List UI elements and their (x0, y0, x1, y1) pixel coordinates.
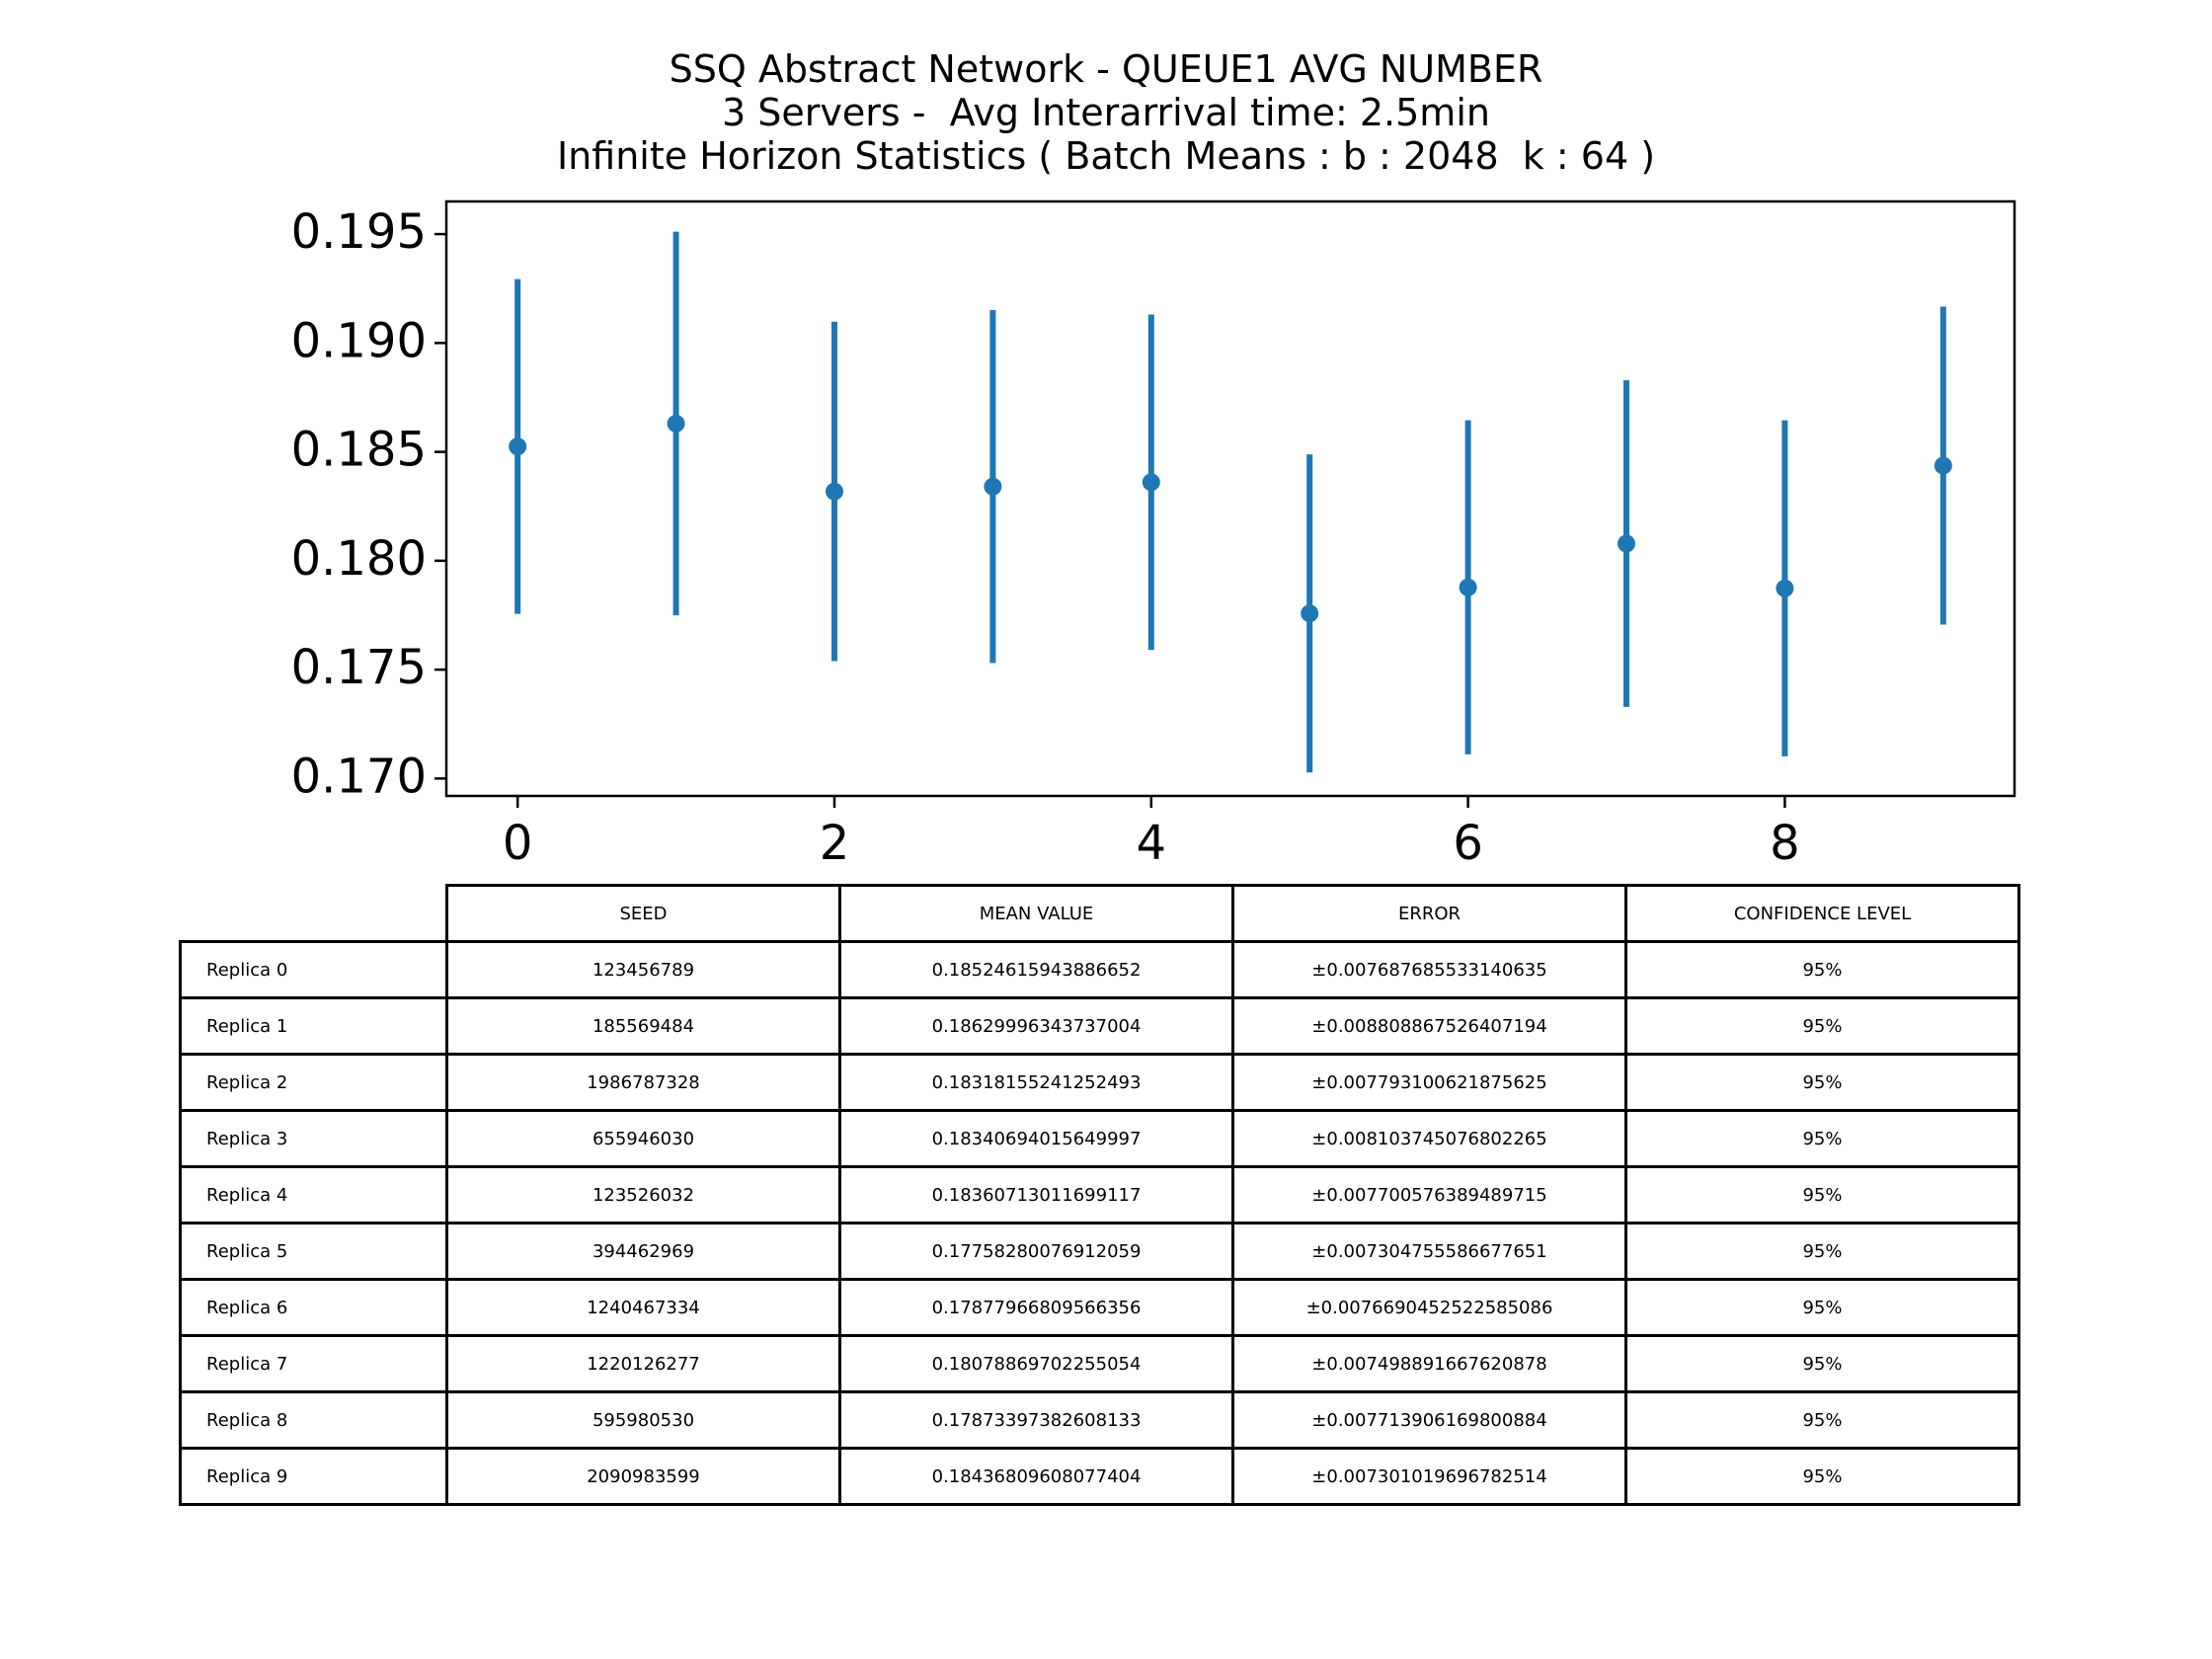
y-tick-label: 0.195 (291, 204, 427, 260)
row-label: Replica 2 (179, 1053, 448, 1112)
seed-cell: 394462969 (445, 1222, 841, 1281)
row-label: Replica 7 (179, 1334, 448, 1393)
confidence-level-cell: 95% (1624, 1334, 2020, 1393)
table-row: Replica 5 394462969 0.17758280076912059 ±0.… (179, 1222, 2020, 1281)
mean-point (1142, 473, 1160, 492)
mean-point (1459, 578, 1477, 596)
x-tick-label: 6 (1453, 816, 1483, 869)
mean-value-cell: 0.18340694015649997 (838, 1109, 1234, 1168)
mean-value-cell: 0.17758280076912059 (838, 1222, 1234, 1281)
error-cell: ±0.008103745076802265 (1231, 1109, 1627, 1168)
column-header-seed: SEED (445, 884, 841, 943)
x-tick-label: 2 (820, 816, 850, 869)
seed-cell: 655946030 (445, 1109, 841, 1168)
confidence-level-cell: 95% (1624, 940, 2020, 999)
seed-cell: 1220126277 (445, 1334, 841, 1393)
table-row: Replica 8 595980530 0.17873397382608133 ±0.… (179, 1390, 2020, 1450)
chart-title-line-2: 3 Servers - Avg Interarrival time: 2.5mi… (722, 91, 1490, 134)
mean-point (1618, 534, 1636, 553)
seed-cell: 1240467334 (445, 1278, 841, 1337)
mean-value-cell: 0.18436809608077404 (838, 1447, 1234, 1506)
error-cell: ±0.007498891667620878 (1231, 1334, 1627, 1393)
mean-value-cell: 0.18318155241252493 (838, 1053, 1234, 1112)
error-cell: ±0.008808867526407194 (1231, 996, 1627, 1056)
row-label: Replica 5 (179, 1222, 448, 1281)
y-tick-label: 0.170 (291, 749, 427, 804)
chart-title-line-1: SSQ Abstract Network - QUEUE1 AVG NUMBER (669, 47, 1543, 91)
mean-value-cell: 0.17877966809566356 (838, 1278, 1234, 1337)
confidence-level-cell: 95% (1624, 1222, 2020, 1281)
seed-cell: 185569484 (445, 996, 841, 1056)
error-cell: ±0.007304755586677651 (1231, 1222, 1627, 1281)
table-row: Replica 3 655946030 0.18340694015649997 ±0.… (179, 1109, 2020, 1168)
y-tick-label: 0.190 (291, 313, 427, 368)
confidence-level-cell: 95% (1624, 1447, 2020, 1506)
error-cell: ±0.007301019696782514 (1231, 1447, 1627, 1506)
row-label: Replica 4 (179, 1165, 448, 1224)
mean-point (667, 414, 685, 433)
y-tick-label: 0.175 (291, 640, 427, 695)
confidence-level-cell: 95% (1624, 1053, 2020, 1112)
y-tick-label: 0.185 (291, 423, 427, 478)
error-cell: ±0.007700576389489715 (1231, 1165, 1627, 1224)
x-tick-label: 8 (1770, 816, 1800, 869)
mean-point (1776, 579, 1794, 597)
mean-value-cell: 0.18360713011699117 (838, 1165, 1234, 1224)
column-header-mean-value: MEAN VALUE (838, 884, 1234, 943)
row-label: Replica 6 (179, 1278, 448, 1337)
statistics-table: SEED MEAN VALUE ERROR CONFIDENCE LEVEL R… (179, 884, 2020, 1506)
error-cell: ±0.007793100621875625 (1231, 1053, 1627, 1112)
mean-point (1934, 456, 1952, 475)
seed-cell: 595980530 (445, 1390, 841, 1450)
column-header-confidence-level: CONFIDENCE LEVEL (1624, 884, 2020, 943)
mean-value-cell: 0.18629996343737004 (838, 996, 1234, 1056)
mean-value-cell: 0.18078869702255054 (838, 1334, 1234, 1393)
table-row: Replica 4 123526032 0.18360713011699117 ±0.… (179, 1165, 2020, 1224)
table-header-row: SEED MEAN VALUE ERROR CONFIDENCE LEVEL (181, 884, 2020, 943)
table-corner-cell (181, 886, 447, 942)
row-label: Replica 0 (179, 940, 448, 999)
confidence-level-cell: 95% (1624, 1390, 2020, 1450)
mean-value-cell: 0.18524615943886652 (838, 940, 1234, 999)
table-row: Replica 0 123456789 0.18524615943886652 ±0.… (179, 940, 2020, 999)
mean-point (509, 437, 527, 456)
mean-value-cell: 0.17873397382608133 (838, 1390, 1234, 1450)
table-row: Replica 1 185569484 0.18629996343737004 ±0.… (179, 996, 2020, 1056)
seed-cell: 2090983599 (445, 1447, 841, 1506)
error-cell: ±0.007687685533140635 (1231, 940, 1627, 999)
table-row: Replica 9 2090983599 0.18436809608077404 ±0… (179, 1447, 2020, 1506)
mean-point (1301, 604, 1319, 623)
error-cell: ±0.007713906169800884 (1231, 1390, 1627, 1450)
x-tick-label: 0 (503, 816, 533, 869)
mean-point (825, 482, 843, 501)
row-label: Replica 1 (179, 996, 448, 1056)
column-header-error: ERROR (1231, 884, 1627, 943)
seed-cell: 1986787328 (445, 1053, 841, 1112)
errorbar-chart: 0.170 0.175 0.180 0.185 0.190 0.195 0 2 4 6 8 (291, 199, 2016, 869)
confidence-level-cell: 95% (1624, 1165, 2020, 1224)
row-label: Replica 3 (179, 1109, 448, 1168)
plot-frame (444, 199, 2016, 798)
seed-cell: 123526032 (445, 1165, 841, 1224)
confidence-level-cell: 95% (1624, 996, 2020, 1056)
mean-point (984, 477, 1002, 496)
table-row: Replica 7 1220126277 0.18078869702255054 ±0… (179, 1334, 2020, 1393)
row-label: Replica 9 (179, 1447, 448, 1506)
confidence-level-cell: 95% (1624, 1109, 2020, 1168)
error-cell: ±0.0076690452522585086 (1231, 1278, 1627, 1337)
table-row: Replica 2 1986787328 0.18318155241252493 ±0… (179, 1053, 2020, 1112)
x-tick-label: 4 (1137, 816, 1167, 869)
table-body: Replica 0 123456789 0.18524615943886652 ±0.… (179, 940, 2020, 1506)
table-row: Replica 6 1240467334 0.17877966809566356 ±0… (179, 1278, 2020, 1337)
chart-title-line-3: Infinite Horizon Statistics ( Batch Mean… (556, 134, 1656, 178)
row-label: Replica 8 (179, 1390, 448, 1450)
seed-cell: 123456789 (445, 940, 841, 999)
y-tick-label: 0.180 (291, 531, 427, 587)
confidence-level-cell: 95% (1624, 1278, 2020, 1337)
